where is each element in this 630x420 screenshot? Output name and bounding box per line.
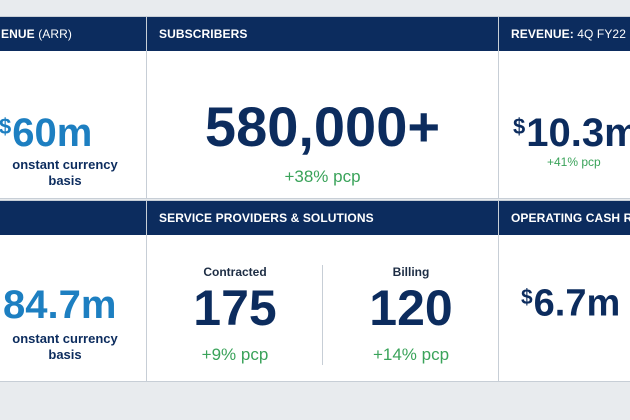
revenue-fy-header: [0, 201, 146, 235]
arr-caption-line1: onstant currency: [12, 157, 118, 172]
revenue-quarter-value-text: 10.3m: [526, 111, 630, 156]
operating-cash-value-text: 6.7m: [533, 282, 621, 325]
operating-cash-value: $6.7m: [521, 279, 620, 322]
column-divider: [322, 265, 323, 365]
contracted-change: +9% pcp: [201, 345, 269, 364]
arr-header: ENUE (ARR): [0, 17, 146, 51]
revenue-quarter-panel: REVENUE: 4Q FY22 $10.3m +41% pcp: [498, 16, 630, 199]
subscribers-change: +38% pcp: [284, 167, 361, 186]
billing-label: Billing: [392, 265, 430, 279]
revenue-quarter-header: REVENUE: 4Q FY22: [499, 17, 630, 51]
billing-value: 120: [369, 280, 453, 336]
service-providers-header: SERVICE PROVIDERS & SOLUTIONS: [147, 201, 498, 235]
arr-value-text: 60m: [12, 111, 93, 156]
arr-caption: onstant currency basis: [0, 157, 135, 189]
subscribers-header: SUBSCRIBERS: [147, 17, 498, 51]
revenue-quarter-value: $10.3m: [513, 107, 630, 153]
arr-caption-line2: basis: [48, 173, 82, 188]
revenue-fy-panel: 84.7m onstant currency basis: [0, 200, 147, 382]
operating-cash-header: OPERATING CASH R: [499, 201, 630, 235]
arr-value: $60m: [0, 107, 92, 153]
operating-cash-currency-symbol: $: [521, 286, 533, 309]
revenue-quarter-header-title: REVENUE:: [511, 27, 574, 41]
subscribers-panel: SUBSCRIBERS 580,000+ +38% pcp: [146, 16, 499, 199]
revenue-fy-caption-line1: onstant currency: [12, 331, 118, 346]
arr-header-title: ENUE: [1, 27, 35, 41]
revenue-fy-caption-line2: basis: [48, 347, 82, 362]
contracted-label: Contracted: [203, 265, 267, 279]
operating-cash-panel: OPERATING CASH R $6.7m: [498, 200, 630, 382]
revenue-fy-value: 84.7m: [3, 283, 117, 327]
arr-currency-symbol: $: [0, 114, 12, 139]
service-providers-panel: SERVICE PROVIDERS & SOLUTIONS Contracted…: [146, 200, 499, 382]
revenue-quarter-change: +41% pcp: [547, 155, 601, 169]
revenue-quarter-header-suffix: 4Q FY22: [577, 27, 626, 41]
billing-change: +14% pcp: [372, 345, 450, 364]
arr-panel: ENUE (ARR) $60m onstant currency basis: [0, 16, 147, 199]
revenue-quarter-currency-symbol: $: [513, 114, 526, 139]
subscribers-value: 580,000+: [204, 95, 441, 158]
arr-header-suffix: (ARR): [38, 27, 73, 41]
revenue-fy-caption: onstant currency basis: [0, 331, 135, 363]
contracted-value: 175: [193, 280, 277, 336]
